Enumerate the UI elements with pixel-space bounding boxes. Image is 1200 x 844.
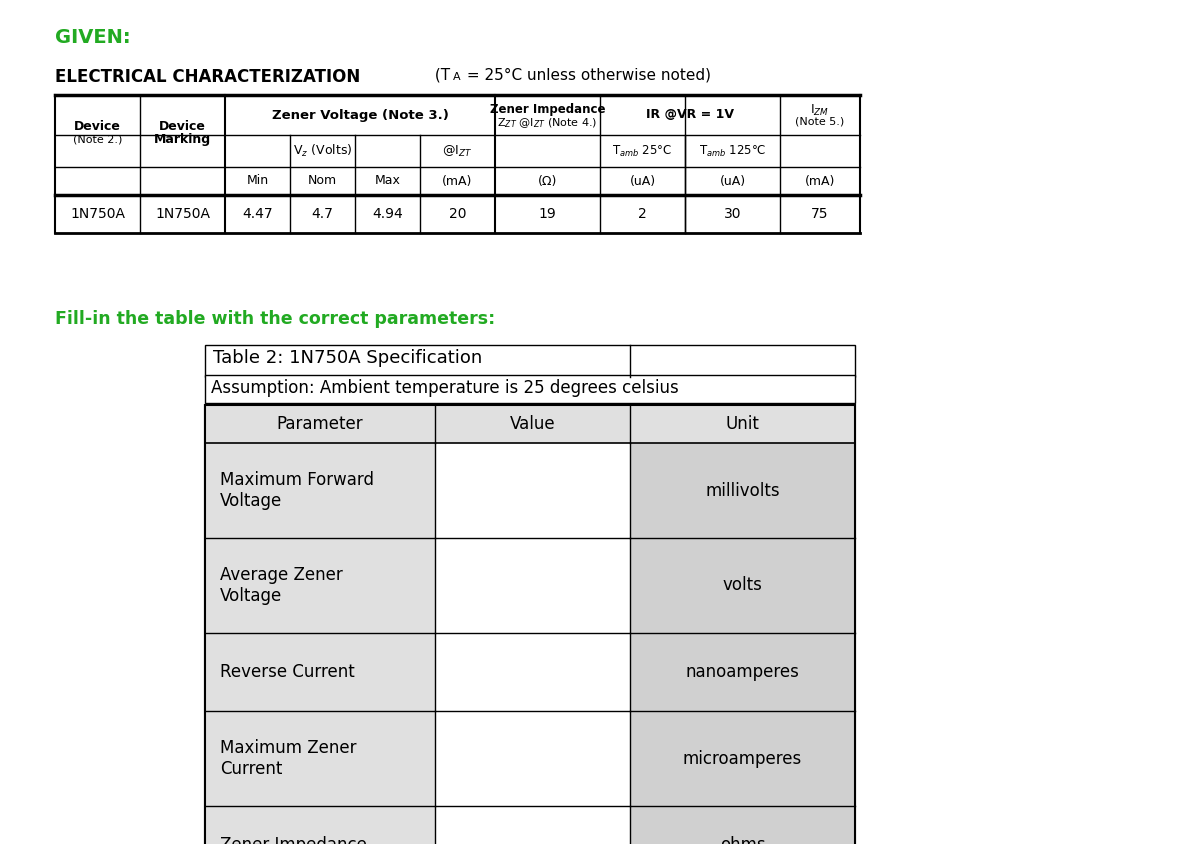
Text: Maximum Zener
Current: Maximum Zener Current	[220, 739, 356, 778]
Text: (uA): (uA)	[630, 175, 655, 187]
Text: Maximum Forward
Voltage: Maximum Forward Voltage	[220, 471, 374, 510]
Text: T$_{amb}$ 125°C: T$_{amb}$ 125°C	[698, 143, 767, 159]
Text: volts: volts	[722, 576, 762, 594]
Bar	[205, 345, 854, 377]
Text: Device: Device	[74, 120, 121, 133]
Text: (Note 2.): (Note 2.)	[73, 134, 122, 144]
Text: 75: 75	[811, 207, 829, 221]
Text: 4.94: 4.94	[372, 207, 403, 221]
Bar	[630, 538, 854, 633]
Text: @I$_{ZT}$: @I$_{ZT}$	[443, 143, 473, 159]
Text: Z$_{ZT}$ @I$_{ZT}$ (Note 4.): Z$_{ZT}$ @I$_{ZT}$ (Note 4.)	[497, 116, 598, 130]
Text: Device: Device	[160, 120, 206, 133]
Text: 2: 2	[638, 207, 647, 221]
Text: (mA): (mA)	[805, 175, 835, 187]
Bar	[205, 405, 854, 443]
Text: ohms: ohms	[720, 836, 766, 844]
Text: Value: Value	[510, 415, 556, 433]
Bar	[205, 633, 436, 711]
Text: 19: 19	[539, 207, 557, 221]
Text: = 25°C unless otherwise noted): = 25°C unless otherwise noted)	[462, 68, 710, 83]
Text: Parameter: Parameter	[277, 415, 364, 433]
Text: microamperes: microamperes	[683, 749, 802, 767]
Text: Max: Max	[374, 175, 401, 187]
Text: (mA): (mA)	[443, 175, 473, 187]
Text: V$_z$ (Volts): V$_z$ (Volts)	[293, 143, 352, 159]
Bar	[205, 405, 854, 844]
Text: Assumption: Ambient temperature is 25 degrees celsius: Assumption: Ambient temperature is 25 de…	[211, 379, 679, 397]
Text: Unit: Unit	[726, 415, 760, 433]
Text: Reverse Current: Reverse Current	[220, 663, 355, 681]
Bar	[205, 806, 436, 844]
Text: A: A	[454, 72, 461, 82]
Bar	[205, 405, 854, 844]
Text: Zener Impedance: Zener Impedance	[220, 836, 367, 844]
Text: 20: 20	[449, 207, 467, 221]
Text: GIVEN:: GIVEN:	[55, 28, 131, 47]
Text: (Note 5.): (Note 5.)	[796, 117, 845, 127]
Text: Nom: Nom	[308, 175, 337, 187]
Text: Min: Min	[246, 175, 269, 187]
Text: 4.7: 4.7	[312, 207, 334, 221]
Text: Fill-in the table with the correct parameters:: Fill-in the table with the correct param…	[55, 310, 496, 328]
Bar	[205, 443, 436, 538]
Text: 30: 30	[724, 207, 742, 221]
Text: (uA): (uA)	[720, 175, 745, 187]
Text: 1N750A: 1N750A	[70, 207, 125, 221]
Text: IR @VR = 1V: IR @VR = 1V	[646, 109, 734, 122]
Bar	[630, 806, 854, 844]
Text: (T: (T	[430, 68, 450, 83]
Bar	[205, 538, 436, 633]
Text: Average Zener
Voltage: Average Zener Voltage	[220, 566, 343, 605]
Text: T$_{amb}$ 25°C: T$_{amb}$ 25°C	[612, 143, 672, 159]
Text: millivolts: millivolts	[706, 481, 780, 500]
Text: I$_{ZM}$: I$_{ZM}$	[810, 102, 829, 117]
Text: (Ω): (Ω)	[538, 175, 557, 187]
Bar	[630, 711, 854, 806]
Text: Zener Voltage (Note 3.): Zener Voltage (Note 3.)	[271, 109, 449, 122]
Text: 4.47: 4.47	[242, 207, 272, 221]
Text: Marking: Marking	[154, 133, 211, 145]
Text: ELECTRICAL CHARACTERIZATION: ELECTRICAL CHARACTERIZATION	[55, 68, 360, 86]
Bar	[630, 443, 854, 538]
Text: Table 2: 1N750A Specification: Table 2: 1N750A Specification	[214, 349, 482, 367]
Bar	[205, 711, 436, 806]
Bar	[630, 633, 854, 711]
Text: 1N750A: 1N750A	[155, 207, 210, 221]
Text: Zener Impedance: Zener Impedance	[490, 104, 605, 116]
Bar	[205, 375, 854, 403]
Text: nanoamperes: nanoamperes	[685, 663, 799, 681]
